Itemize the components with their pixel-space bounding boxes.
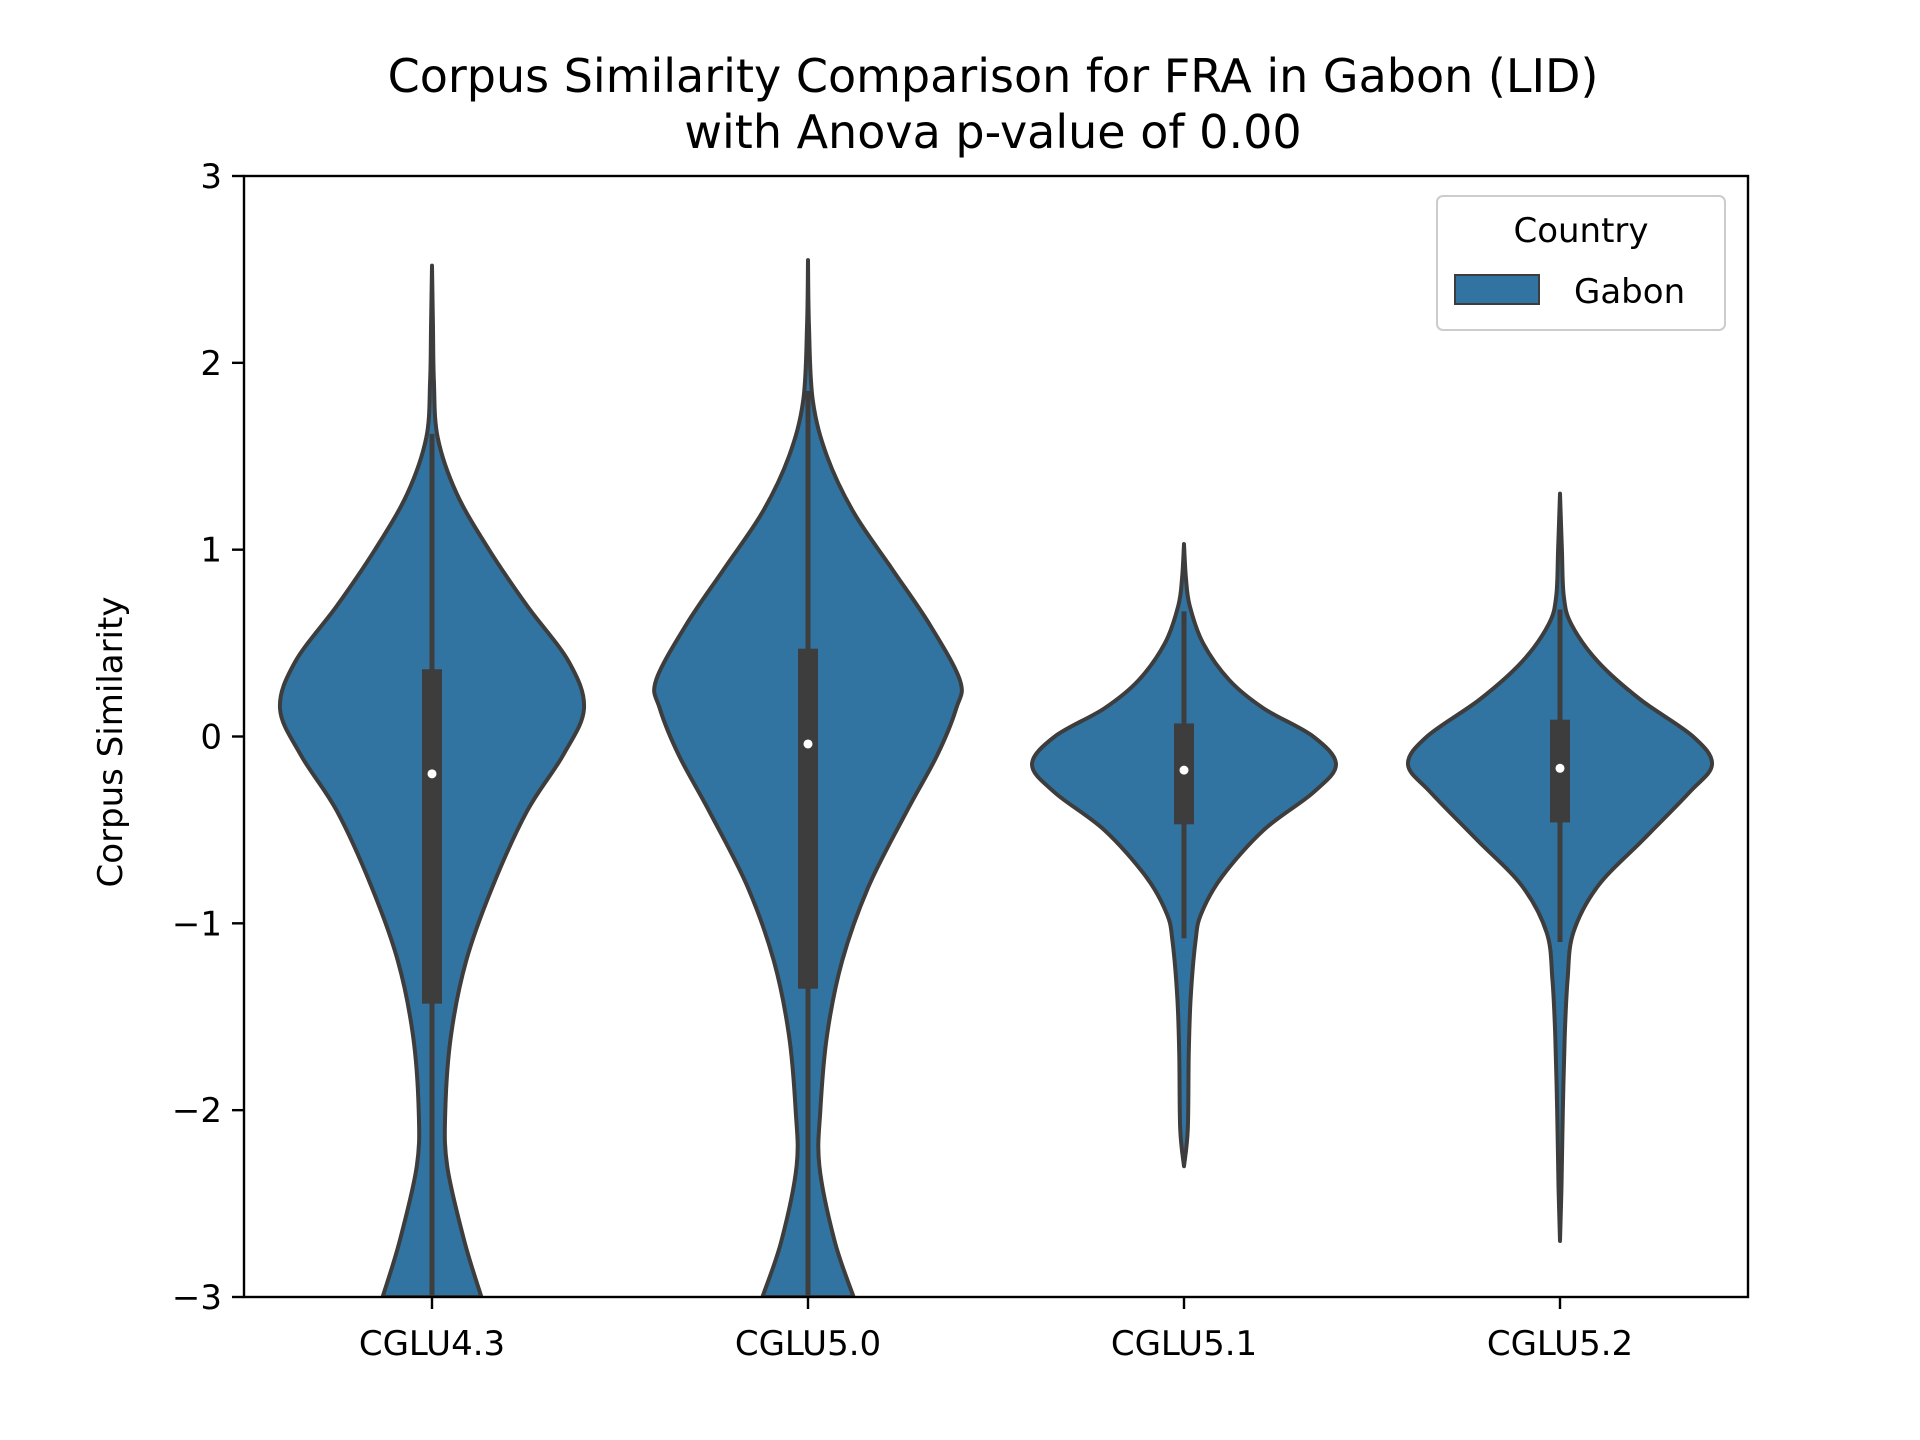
y-axis-label: Corpus Similarity — [91, 597, 131, 888]
x-tick-label-cglu5-0: CGLU5.0 — [735, 1324, 881, 1364]
x-tick-label-cglu5-1: CGLU5.1 — [1111, 1324, 1257, 1364]
legend-title: Country — [1513, 211, 1648, 251]
legend-swatch-gabon — [1454, 274, 1540, 305]
violin-cglu5-0 — [652, 258, 964, 1297]
legend: Country Gabon — [1436, 195, 1726, 331]
y-tick-label: −2 — [172, 1091, 222, 1131]
violin-iqr-box-cglu4-3 — [422, 669, 442, 1004]
y-tick-label: 3 — [200, 157, 222, 197]
violin-cglu4-3 — [277, 263, 587, 1297]
violin-median-cglu5-2 — [1555, 763, 1565, 773]
y-ticks-layer: −3 −2 −1 0 1 2 3 — [172, 157, 244, 1318]
chart-title: Corpus Similarity Comparison for FRA in … — [388, 49, 1599, 103]
plot-frame — [242, 174, 1750, 1299]
legend-entry-gabon: Gabon — [1574, 272, 1685, 312]
violin-median-cglu5-1 — [1179, 765, 1189, 775]
violin-cglu5-2 — [1405, 491, 1715, 1243]
x-tick-label-cglu4-3: CGLU4.3 — [359, 1324, 505, 1364]
violin-cglu5-1 — [1030, 542, 1338, 1169]
y-tick-label: 1 — [200, 531, 222, 571]
x-tick-label-cglu5-2: CGLU5.2 — [1487, 1324, 1633, 1364]
violin-median-cglu4-3 — [427, 769, 437, 779]
violin-iqr-box-cglu5-0 — [798, 648, 818, 989]
y-tick-label: 2 — [200, 344, 222, 384]
y-tick-label: 0 — [200, 718, 222, 758]
violins-layer — [277, 258, 1715, 1297]
y-tick-label: −3 — [172, 1278, 222, 1318]
y-tick-label: −1 — [172, 904, 222, 944]
chart-subtitle: with Anova p-value of 0.00 — [684, 105, 1301, 159]
violin-median-cglu5-0 — [803, 739, 813, 749]
x-ticks-layer: CGLU4.3 CGLU5.0 CGLU5.1 CGLU5.2 — [359, 1297, 1633, 1364]
